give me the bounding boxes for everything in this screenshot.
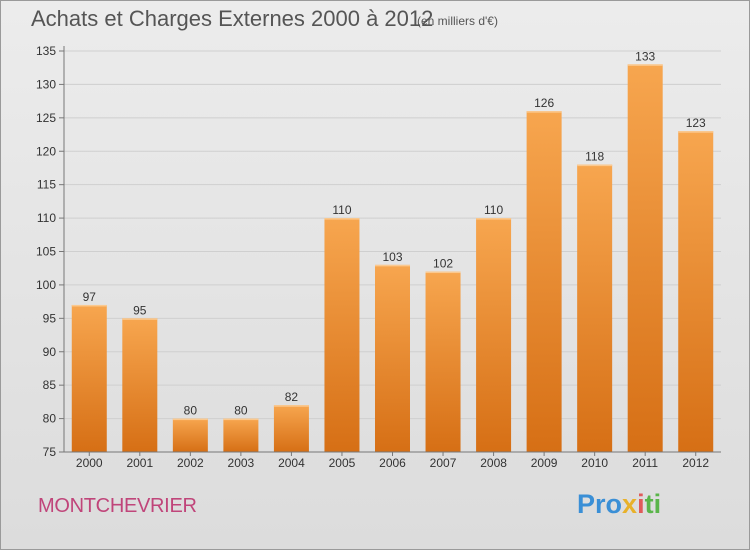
data-label: 118 <box>585 150 604 164</box>
x-tick-label: 2003 <box>228 456 255 470</box>
y-tick-label: 130 <box>36 77 56 91</box>
place-name: MONTCHEVRIER <box>38 495 197 517</box>
y-tick-label: 115 <box>37 178 56 192</box>
brand-letter: x <box>622 489 638 519</box>
bar-highlight <box>375 264 410 267</box>
bars <box>71 64 714 453</box>
brand-letter: i <box>637 489 645 519</box>
data-label: 110 <box>484 203 503 217</box>
bar-2005 <box>324 218 360 452</box>
data-label: 123 <box>686 116 706 130</box>
brand-letter: r <box>595 489 606 519</box>
bar-2001 <box>122 318 158 452</box>
bar-highlight <box>526 111 562 113</box>
bar-2008 <box>476 218 512 452</box>
x-tick-label: 2009 <box>531 456 558 470</box>
y-tick-label: 125 <box>36 111 56 125</box>
data-label: 80 <box>234 404 248 418</box>
bar-highlight <box>172 418 208 421</box>
bar-highlight <box>122 318 158 320</box>
data-label: 97 <box>83 290 97 304</box>
y-tick-labels: 75 80 85 90 95 100 105 110 115 120 125 130 135 <box>36 44 56 459</box>
brand-letter: i <box>653 489 662 519</box>
data-label: 133 <box>635 49 655 63</box>
data-label: 126 <box>534 96 554 110</box>
data-labels: 97 95 80 80 82 110 103 102 110 126 118 133 123 <box>83 49 706 417</box>
bar-highlight <box>476 218 512 220</box>
y-tick-label: 120 <box>36 144 56 158</box>
bar-2006 <box>375 264 410 452</box>
y-tick-label: 110 <box>37 211 56 225</box>
x-tick-label: 2007 <box>430 456 457 470</box>
y-tick-label: 95 <box>43 311 57 325</box>
x-tick-label: 2005 <box>329 456 356 470</box>
x-tick-label: 2008 <box>480 456 507 470</box>
x-tick-label: 2011 <box>632 456 658 470</box>
y-tick-label: 80 <box>43 412 57 426</box>
data-label: 82 <box>285 390 299 404</box>
bar-highlight <box>223 418 259 421</box>
y-tick-label: 100 <box>36 278 56 292</box>
bar-2003 <box>223 418 259 452</box>
bar-highlight <box>577 164 613 167</box>
bar-highlight <box>273 405 309 407</box>
x-tick-label: 2010 <box>581 456 608 470</box>
bar-highlight <box>678 131 714 133</box>
x-tick-label: 2001 <box>126 456 153 470</box>
chart-subtitle: (en milliers d'€) <box>417 14 498 28</box>
axes <box>59 46 721 456</box>
bar-2010 <box>577 164 613 452</box>
y-tick-label: 85 <box>43 378 57 392</box>
data-label: 80 <box>184 404 198 418</box>
x-tick-label: 2012 <box>682 456 709 470</box>
brand-letter: o <box>605 489 623 519</box>
brand-letter: t <box>644 489 654 519</box>
bar-highlight <box>71 304 107 307</box>
x-tick-label: 2004 <box>278 456 305 470</box>
x-tick-labels: 2000 2001 2002 2003 2004 2005 2006 2007 2008 2009… <box>76 456 709 470</box>
chart-title: Achats et Charges Externes 2000 à 2012 <box>31 6 434 31</box>
data-label: 95 <box>133 303 147 317</box>
bar-2011 <box>627 64 663 452</box>
bar-2000 <box>71 304 107 452</box>
data-label: 110 <box>332 203 351 217</box>
bar-2012 <box>678 131 714 452</box>
y-tick-label: 90 <box>43 345 57 359</box>
y-tick-label: 135 <box>36 44 56 58</box>
bar-2007 <box>425 271 461 452</box>
y-tick-label: 75 <box>43 445 57 459</box>
brand-logo: Proxiti <box>577 489 661 520</box>
bar-2004 <box>273 405 309 452</box>
data-label: 102 <box>433 257 453 271</box>
bar-highlight <box>324 218 360 220</box>
x-tick-label: 2000 <box>76 456 103 470</box>
bar-highlight <box>627 64 663 66</box>
x-tick-label: 2002 <box>177 456 204 470</box>
bar-2009 <box>526 111 562 453</box>
y-tick-label: 105 <box>36 245 56 259</box>
bar-highlight <box>425 271 461 274</box>
bar-2002 <box>172 418 208 452</box>
data-label: 103 <box>382 250 402 264</box>
brand-letter: P <box>577 489 596 519</box>
x-tick-label: 2006 <box>379 456 406 470</box>
